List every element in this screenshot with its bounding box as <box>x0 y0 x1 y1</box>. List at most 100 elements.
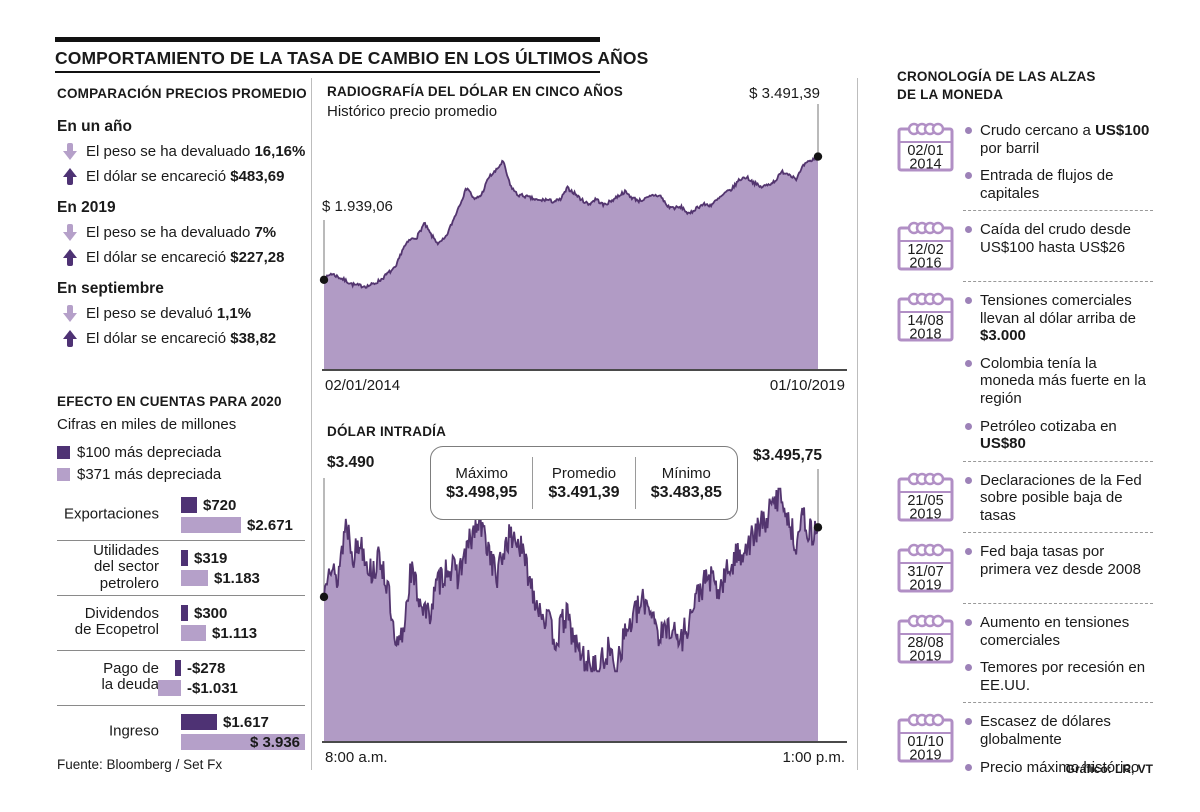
comparison-value: $227,28 <box>230 249 285 266</box>
timeline-entry: 01/10 2019 Escasez de dólares globalmente P… <box>897 706 1153 781</box>
timeline-entries: 02/01 2014 Crudo cercano a US$100 por barr… <box>897 115 1153 781</box>
effect-heading: EFECTO EN CUENTAS PARA 2020 <box>57 394 282 409</box>
bar-value-label: $1.183 <box>214 569 260 587</box>
bar-value-label: -$278 <box>187 659 226 677</box>
timeline-icon-cell: 01/10 2019 <box>897 711 954 765</box>
calendar-date-line2: 2019 <box>909 649 941 665</box>
calendar-date-line1: 31/07 <box>907 564 943 580</box>
down-arrow-icon <box>62 143 77 160</box>
stat-min: Mínimo $3.483,85 <box>636 465 737 502</box>
timeline-icon-cell: 12/02 2016 <box>897 219 954 273</box>
timeline-column: CRONOLOGÍA DE LAS ALZAS DE LA MONEDA 02/… <box>897 68 1153 781</box>
timeline-content: Declaraciones de la Fed sobre posible ba… <box>965 470 1151 525</box>
effect-subheading: Cifras en miles de millones <box>57 416 237 433</box>
timeline-bullet: Precio máximo histórico <box>965 759 1151 777</box>
intraday-x-axis-line <box>322 741 847 743</box>
intraday-stats-box: Máximo $3.498,95 Promedio $3.491,39 Míni… <box>430 446 738 520</box>
event-text: Aumento en tensiones comerciales <box>980 614 1130 649</box>
legend-label: $100 más depreciada <box>77 444 222 461</box>
comparison-value: 16,16% <box>254 143 306 160</box>
timeline-bullet: Crudo cercano a US$100 por barril <box>965 122 1151 157</box>
calendar-date-line2: 2018 <box>909 327 941 343</box>
up-arrow-icon <box>62 330 77 347</box>
event-text: Escasez de dólares globalmente <box>980 713 1111 749</box>
stat-max-value: $3.498,95 <box>446 483 518 501</box>
stat-avg-label: Promedio <box>551 464 617 482</box>
comparison-section: En 2019 El peso se ha devaluado 7% El dóla… <box>57 199 309 266</box>
spiral-binding-coil <box>931 293 945 306</box>
calendar-date-line1: 21/05 <box>907 493 943 509</box>
event-text: Petróleo cotizaba en US$80 <box>980 417 1117 453</box>
timeline-entry: 12/02 2016 Caída del crudo desde US$100 ha… <box>897 214 1153 278</box>
bar-row-separator <box>57 540 305 541</box>
timeline-separator <box>963 460 1153 462</box>
comparison-sections: En un año El peso se ha devaluado 16,16% E… <box>57 118 309 361</box>
bar-value-label: $1.617 <box>223 713 269 731</box>
event-text: Fed baja tasas por primera vez desde 200… <box>980 543 1141 578</box>
timeline-separator <box>963 210 1153 212</box>
bullet-dot <box>965 172 972 180</box>
comparison-heading: COMPARACIÓN PRECIOS PROMEDIO <box>57 86 307 101</box>
bullet-dot <box>965 127 972 135</box>
end-dot <box>813 523 823 532</box>
down-arrow-icon <box>62 305 77 322</box>
bar-category-label: Ingreso <box>108 722 159 740</box>
start-dot <box>319 275 329 285</box>
stat-max-label: Máximo <box>455 464 508 482</box>
intraday-x-axis-start: 8:00 a.m. <box>325 749 388 766</box>
top-rule <box>55 37 600 42</box>
calendar-date-line1: 01/10 <box>907 734 943 750</box>
bar-light-scenario <box>181 569 208 586</box>
bullet-dot <box>965 664 972 672</box>
timeline-separator <box>963 702 1153 704</box>
bar-value-label: $1.113 <box>212 624 258 642</box>
event-text: Colombia tenía la moneda más fuerte en l… <box>980 354 1146 408</box>
bar-dark-scenario <box>175 659 181 676</box>
spiral-binding-coil <box>931 222 945 235</box>
calendar-date-line2: 2014 <box>909 157 941 173</box>
up-arrow-icon <box>62 249 77 266</box>
bar-row-separator <box>57 705 305 706</box>
comparison-text: El dólar se encareció $483,69 <box>86 168 285 185</box>
event-text: Caída del crudo desde US$100 hasta US$26 <box>980 221 1131 256</box>
end-dot <box>813 152 823 161</box>
comparison-text: El peso se devaluó 1,1% <box>86 305 252 322</box>
event-text: Precio máximo histórico <box>980 758 1140 776</box>
calendar-date-line1: 02/01 <box>907 143 943 159</box>
calendar-date-line2: 2016 <box>909 256 941 272</box>
legend-item: $371 más depreciada <box>57 466 221 483</box>
timeline-entry: 21/05 2019 Declaraciones de la Fed sobre p… <box>897 465 1153 530</box>
bar-row-separator <box>57 650 305 651</box>
comparison-text: El dólar se encareció $38,82 <box>86 330 277 347</box>
title-underline <box>55 71 600 73</box>
spiral-binding-coil <box>931 472 945 485</box>
timeline-bullet: Tensiones comerciales llevan al dólar ar… <box>965 292 1151 345</box>
stat-separator <box>532 457 534 509</box>
bar-row-separator <box>57 595 305 596</box>
bar-dark-scenario <box>181 497 197 513</box>
column-divider-right <box>857 78 858 770</box>
timeline-heading-line1: CRONOLOGÍA DE LAS ALZAS <box>897 69 1096 84</box>
timeline-content: Tensiones comerciales llevan al dólar ar… <box>965 290 1151 452</box>
event-text-bold: $3.000 <box>980 327 1026 345</box>
timeline-bullet: Petróleo cotizaba en US$80 <box>965 418 1151 453</box>
five-year-start-value-label: $ 1.939,06 <box>322 198 393 215</box>
bar-dark-scenario <box>181 549 188 566</box>
timeline-bullet: Entrada de flujos de capitales <box>965 167 1151 202</box>
stat-separator <box>634 457 636 509</box>
intraday-end-value-label: $3.495,75 <box>753 447 822 464</box>
timeline-bullet: Aumento en tensiones comerciales <box>965 614 1151 649</box>
timeline-icon-cell: 02/01 2014 <box>897 120 954 174</box>
five-year-area-chart <box>319 104 823 369</box>
bar-dark-scenario <box>181 713 217 730</box>
timeline-heading: CRONOLOGÍA DE LAS ALZAS DE LA MONEDA <box>897 68 1153 103</box>
timeline-entry: 28/08 2019 Aumento en tensiones comerciale… <box>897 607 1153 699</box>
timeline-bullet: Escasez de dólares globalmente <box>965 713 1151 748</box>
timeline-icon-cell: 21/05 2019 <box>897 470 954 524</box>
five-year-chart-subtitle: Histórico precio promedio <box>327 103 498 120</box>
bar-chart-row: Utilidades del sector petrolero $319 $1.183 <box>57 540 305 595</box>
event-text-bold: US$100 <box>1095 122 1150 140</box>
